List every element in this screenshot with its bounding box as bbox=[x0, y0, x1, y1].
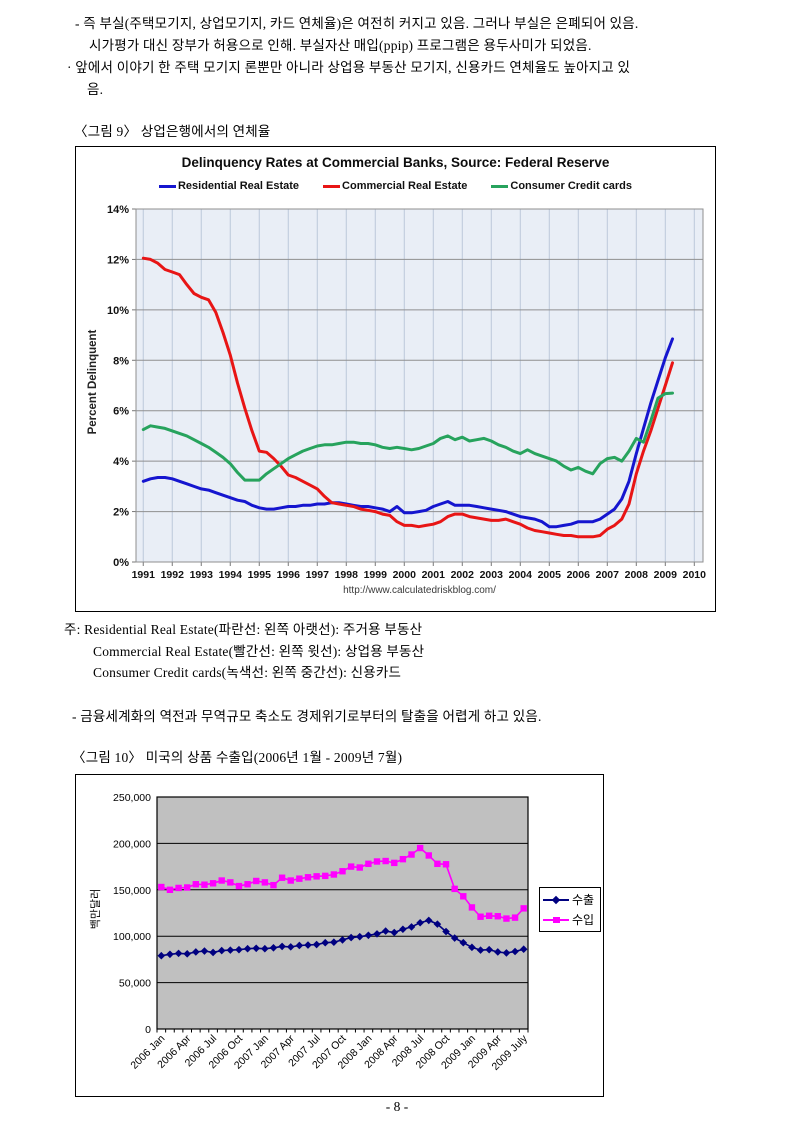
series-line-residential-real-estate bbox=[141, 337, 674, 529]
consumer-line-swatch bbox=[491, 184, 509, 188]
figure9-chart-frame: 1991 1992 1993 1994 1995 1996 1997 1998 1999 2000… bbox=[75, 146, 716, 612]
svg-text:2%: 2% bbox=[113, 507, 129, 519]
intro-line-2: 시가평가 대신 장부가 허용으로 인해. 부실자산 매입(ppip) 프로그램은… bbox=[89, 38, 592, 53]
svg-text:100,000: 100,000 bbox=[113, 931, 151, 943]
figure9-notes: 주: Residential Real Estate(파란선: 왼쪽 아랫선):… bbox=[64, 619, 724, 684]
intro-paragraph: - 즉 부실(주택모기지, 상업모기지, 카드 연체율)은 여전히 커지고 있음… bbox=[65, 13, 755, 101]
svg-text:2004: 2004 bbox=[509, 569, 533, 581]
svg-text:2005: 2005 bbox=[538, 569, 562, 581]
legend-item-imports: 수입 bbox=[540, 911, 600, 928]
legend-label-residential: Residential Real Estate bbox=[177, 180, 300, 192]
svg-text:1997: 1997 bbox=[306, 569, 330, 581]
svg-text:2001: 2001 bbox=[422, 569, 446, 581]
series-line-commercial-real-estate bbox=[141, 256, 674, 539]
svg-text:2002: 2002 bbox=[451, 569, 475, 581]
svg-text:2010: 2010 bbox=[683, 569, 707, 581]
legend-label-imports: 수입 bbox=[572, 913, 595, 927]
svg-text:2008: 2008 bbox=[625, 569, 649, 581]
legend-item-consumer: Consumer Credit cards bbox=[491, 180, 632, 192]
figure9-caption: 〈그림 9〉 상업은행에서의 연체율 bbox=[74, 124, 271, 139]
trade-chart: 050,000100,000150,000200,000250,0002006 … bbox=[113, 792, 530, 1073]
intro-line-1: - 즉 부실(주택모기지, 상업모기지, 카드 연체율)은 여전히 커지고 있음… bbox=[75, 16, 639, 31]
svg-text:2009: 2009 bbox=[654, 569, 678, 581]
svg-text:4%: 4% bbox=[113, 456, 129, 468]
note-line-2: Commercial Real Estate(빨간선: 왼쪽 윗선): 상업용 … bbox=[93, 643, 425, 659]
svg-text:200,000: 200,000 bbox=[113, 838, 151, 850]
svg-text:12%: 12% bbox=[107, 254, 129, 266]
figure10-chart-frame: 0 50,000 100,000 150,000 200,000 250,000 2006 … bbox=[75, 774, 604, 1097]
svg-text:1994: 1994 bbox=[219, 569, 243, 581]
chart1-source-url: http://www.calculatedriskblog.com/ bbox=[343, 585, 496, 596]
note-line-1: 주: Residential Real Estate(파란선: 왼쪽 아랫선):… bbox=[64, 622, 423, 637]
svg-text:1996: 1996 bbox=[277, 569, 301, 581]
series-line-consumer-credit-cards bbox=[141, 391, 674, 482]
svg-text:150,000: 150,000 bbox=[113, 885, 151, 897]
exports-marker-icon bbox=[543, 895, 569, 904]
svg-text:50,000: 50,000 bbox=[119, 978, 151, 990]
legend-item-residential: Residential Real Estate bbox=[158, 180, 300, 192]
figure10-caption: 〈그림 10〉 미국의 상품 수출입(2006년 1월 - 2009년 7월) bbox=[72, 750, 403, 765]
legend-label-commercial: Commercial Real Estate bbox=[342, 180, 468, 192]
svg-text:14%: 14% bbox=[107, 204, 129, 216]
svg-text:2007: 2007 bbox=[596, 569, 620, 581]
svg-text:1992: 1992 bbox=[161, 569, 185, 581]
imports-marker-icon bbox=[543, 915, 569, 924]
intro-line-3: · 앞에서 이야기 한 주택 모기지 론뿐만 아니라 상업용 부동산 모기지, … bbox=[67, 60, 631, 75]
plot-area bbox=[136, 209, 703, 562]
residential-line-swatch bbox=[158, 184, 176, 188]
svg-text:2006: 2006 bbox=[567, 569, 591, 581]
legend-item-exports: 수출 bbox=[540, 891, 600, 908]
svg-text:1991: 1991 bbox=[132, 569, 156, 581]
svg-text:250,000: 250,000 bbox=[113, 792, 151, 804]
page-number: - 8 - bbox=[385, 1099, 409, 1114]
chart1-legend: Residential Real Estate Commercial Real … bbox=[76, 180, 715, 192]
globalization-paragraph: - 금융세계화의 역전과 무역규모 축소도 경제위기로부터의 탈출을 어렵게 하… bbox=[72, 709, 542, 724]
svg-text:2003: 2003 bbox=[480, 569, 504, 581]
svg-text:1995: 1995 bbox=[248, 569, 272, 581]
legend-label-consumer: Consumer Credit cards bbox=[510, 180, 633, 192]
legend-label-exports: 수출 bbox=[572, 893, 595, 907]
svg-text:2000: 2000 bbox=[393, 569, 417, 581]
svg-text:6%: 6% bbox=[113, 406, 129, 418]
svg-text:10%: 10% bbox=[107, 305, 129, 317]
delinquency-chart: 1991 1992 1993 1994 1995 1996 1997 1998 1999 2000… bbox=[107, 204, 707, 581]
commercial-line-swatch bbox=[323, 184, 341, 188]
svg-text:1998: 1998 bbox=[335, 569, 359, 581]
chart1-title: Delinquency Rates at Commercial Banks, S… bbox=[181, 155, 610, 170]
plot-area bbox=[157, 797, 528, 1029]
intro-line-4: 음. bbox=[87, 82, 104, 97]
svg-text:1993: 1993 bbox=[190, 569, 214, 581]
note-line-3: Consumer Credit cards(녹색선: 왼쪽 중간선): 신용카드 bbox=[93, 665, 402, 680]
legend-item-commercial: Commercial Real Estate bbox=[323, 180, 467, 192]
chart2-legend: 수출 수입 bbox=[539, 887, 601, 932]
chart1-y-axis-label: Percent Delinquent bbox=[87, 329, 99, 435]
svg-text:1999: 1999 bbox=[364, 569, 388, 581]
svg-text:8%: 8% bbox=[113, 355, 129, 367]
svg-text:0: 0 bbox=[145, 1024, 151, 1036]
svg-text:0%: 0% bbox=[113, 557, 129, 569]
chart2-y-axis-label: 백만달러 bbox=[90, 888, 102, 930]
